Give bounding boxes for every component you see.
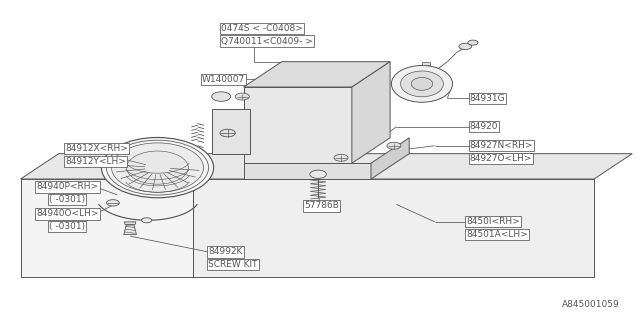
Circle shape: [220, 129, 236, 137]
Polygon shape: [124, 225, 136, 235]
Polygon shape: [422, 62, 429, 66]
Polygon shape: [244, 163, 371, 179]
Ellipse shape: [111, 143, 204, 192]
Text: 84912Y<LH>: 84912Y<LH>: [65, 157, 126, 166]
Polygon shape: [244, 62, 390, 87]
Text: 84992K: 84992K: [209, 247, 243, 257]
Text: 0474S < -C0408>: 0474S < -C0408>: [221, 24, 303, 33]
Text: ( -0301): ( -0301): [49, 195, 85, 204]
Text: SCREW KIT: SCREW KIT: [209, 260, 258, 269]
Text: 8450l<RH>: 8450l<RH>: [467, 217, 520, 226]
Circle shape: [387, 142, 401, 149]
Ellipse shape: [392, 66, 452, 102]
Ellipse shape: [127, 151, 188, 184]
Circle shape: [106, 200, 119, 206]
Circle shape: [334, 154, 348, 161]
Circle shape: [459, 43, 472, 50]
Circle shape: [212, 92, 231, 101]
Text: 84501A<LH>: 84501A<LH>: [467, 230, 528, 239]
Circle shape: [236, 93, 249, 100]
Polygon shape: [212, 109, 250, 154]
Text: 84940O<LH>: 84940O<LH>: [36, 209, 99, 219]
Text: 84920: 84920: [470, 122, 499, 131]
Text: ( -0301): ( -0301): [49, 222, 85, 231]
Polygon shape: [244, 87, 352, 163]
Ellipse shape: [401, 71, 444, 97]
Circle shape: [141, 218, 152, 223]
Text: 84931G: 84931G: [470, 94, 506, 103]
Text: 84927N<RH>: 84927N<RH>: [470, 141, 533, 150]
Text: W140007: W140007: [202, 75, 245, 84]
Polygon shape: [20, 179, 193, 277]
Text: 84940P<RH>: 84940P<RH>: [36, 182, 99, 191]
Polygon shape: [193, 179, 594, 277]
Circle shape: [310, 170, 326, 178]
Text: A845001059: A845001059: [562, 300, 620, 309]
Ellipse shape: [101, 138, 214, 198]
Polygon shape: [124, 222, 136, 224]
Text: 57786B: 57786B: [304, 202, 339, 211]
Polygon shape: [371, 138, 409, 179]
Polygon shape: [20, 154, 632, 179]
Text: Q740011<C0409- >: Q740011<C0409- >: [221, 36, 313, 45]
Circle shape: [468, 40, 478, 45]
Text: 84927O<LH>: 84927O<LH>: [470, 154, 532, 163]
Text: 84912X<RH>: 84912X<RH>: [65, 144, 128, 153]
Ellipse shape: [412, 77, 433, 90]
Polygon shape: [352, 62, 390, 163]
